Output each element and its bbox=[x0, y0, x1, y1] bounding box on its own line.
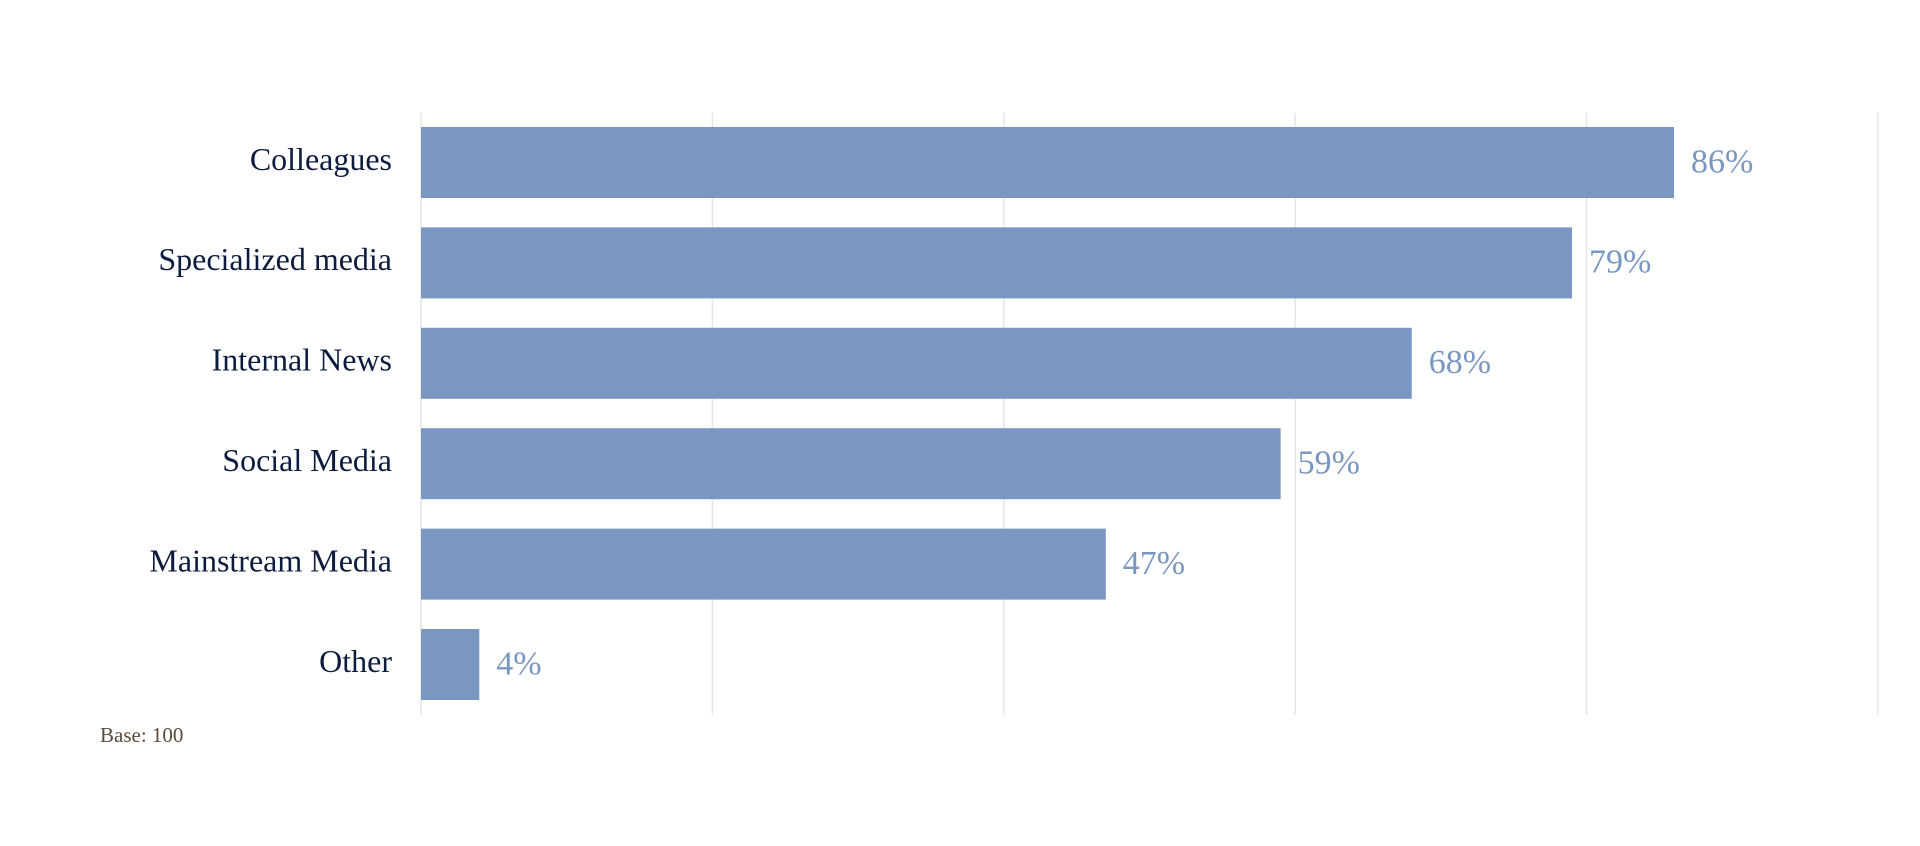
bar bbox=[421, 327, 1412, 399]
bar bbox=[421, 528, 1106, 600]
category-label: Internal News bbox=[212, 342, 392, 378]
value-label: 47% bbox=[1123, 545, 1185, 582]
value-label: 68% bbox=[1429, 344, 1491, 381]
value-label: 79% bbox=[1589, 244, 1651, 281]
bar bbox=[421, 227, 1573, 299]
category-label: Other bbox=[319, 643, 392, 679]
category-label: Colleagues bbox=[250, 141, 392, 177]
value-label: 86% bbox=[1691, 143, 1753, 180]
bar bbox=[421, 127, 1675, 198]
bar bbox=[421, 629, 480, 700]
value-label: 4% bbox=[496, 645, 541, 682]
category-label: Social Media bbox=[222, 442, 392, 478]
base-note: Base: 100 bbox=[100, 723, 183, 747]
category-label: Mainstream Media bbox=[149, 542, 392, 578]
category-label: Specialized media bbox=[158, 241, 392, 277]
value-label: 59% bbox=[1298, 444, 1360, 481]
bar bbox=[421, 428, 1281, 500]
